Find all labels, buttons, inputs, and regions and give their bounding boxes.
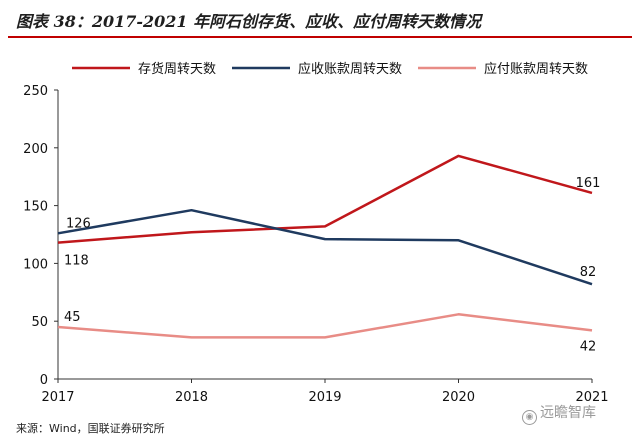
x-tick-label: 2017 bbox=[41, 390, 74, 405]
watermark: ◉ 远瞻智库 bbox=[522, 402, 596, 425]
x-tick-label: 2020 bbox=[442, 390, 475, 405]
legend: 存货周转天数 应收账款周转天数 应付账款周转天数 bbox=[72, 61, 588, 77]
data-label: 126 bbox=[66, 216, 91, 231]
watermark-text: 远瞻智库 bbox=[540, 405, 596, 421]
y-tick-label: 50 bbox=[31, 315, 48, 330]
y-tick-label: 0 bbox=[40, 373, 48, 388]
series-line-1 bbox=[57, 208, 593, 286]
data-labels: 118 161 126 82 45 42 bbox=[64, 176, 600, 355]
data-label: 82 bbox=[580, 265, 597, 280]
y-tick-label: 100 bbox=[23, 257, 48, 272]
x-tick-label: 2021 bbox=[575, 390, 608, 405]
series-line-2 bbox=[57, 313, 593, 339]
data-label: 45 bbox=[64, 310, 81, 325]
data-label: 161 bbox=[576, 176, 601, 191]
x-tick-label: 2019 bbox=[308, 390, 341, 405]
y-tick-label: 150 bbox=[23, 200, 48, 215]
data-label: 118 bbox=[64, 254, 89, 269]
chart-series bbox=[57, 154, 593, 339]
series-line-0 bbox=[57, 154, 593, 244]
watermark-icon: ◉ bbox=[522, 410, 537, 425]
data-label: 42 bbox=[580, 339, 597, 354]
legend-label: 应收账款周转天数 bbox=[298, 61, 402, 77]
x-tick-label: 2018 bbox=[175, 390, 208, 405]
legend-label: 应付账款周转天数 bbox=[484, 61, 588, 77]
legend-label: 存货周转天数 bbox=[138, 61, 216, 77]
y-tick-label: 250 bbox=[23, 84, 48, 99]
title-divider bbox=[8, 36, 632, 38]
chart-title: 图表 38：2017-2021 年阿石创存货、应收、应付周转天数情况 bbox=[16, 12, 482, 31]
y-tick-label: 200 bbox=[23, 142, 48, 157]
source-note: 来源：Wind，国联证券研究所 bbox=[16, 422, 165, 435]
chart-axes: 0 50 100 150 200 250 2017 2018 2019 2020 2021 bbox=[23, 84, 608, 405]
